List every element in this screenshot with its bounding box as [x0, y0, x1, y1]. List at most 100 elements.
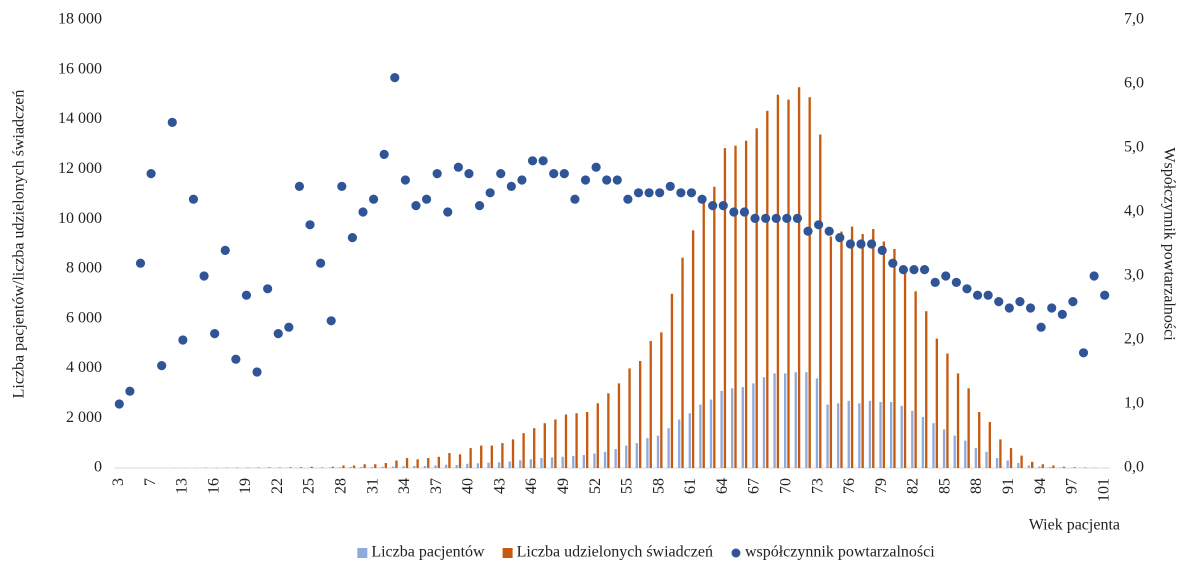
x-tick-label: 43: [491, 478, 508, 494]
bar: [331, 466, 335, 468]
x-tick-label: 16: [205, 478, 222, 494]
bar: [805, 372, 808, 468]
bar: [872, 229, 875, 468]
bar: [1020, 455, 1023, 468]
bar: [299, 467, 303, 468]
bar: [374, 464, 377, 468]
bar: [967, 388, 970, 468]
scatter-point: [792, 213, 803, 223]
bar: [868, 400, 872, 468]
scatter-point: [623, 194, 633, 204]
y2-tick-label: 4,0: [1124, 203, 1144, 220]
bar: [554, 419, 557, 468]
bar: [787, 99, 790, 469]
bar: [1062, 466, 1066, 468]
scatter-point: [676, 188, 686, 198]
scatter-point: [718, 201, 728, 211]
scatter-point: [983, 290, 993, 300]
scatter-point: [655, 188, 665, 198]
scatter-point: [199, 271, 209, 281]
y2-tick-label: 5,0: [1124, 139, 1144, 156]
x-tick-label: 70: [778, 478, 795, 494]
scatter-point: [379, 149, 389, 159]
bar: [731, 388, 734, 468]
bar: [850, 226, 854, 468]
bar: [988, 421, 991, 468]
scatter-point: [538, 156, 548, 166]
bar: [352, 465, 356, 468]
x-tick-label: 61: [682, 478, 699, 494]
x-tick-label: 82: [905, 478, 922, 494]
bar: [826, 404, 829, 468]
x-tick-label: 37: [428, 478, 445, 494]
legend-label: współczynnik powtarzalności: [745, 544, 935, 561]
bar: [596, 403, 599, 468]
x-tick-label: 101: [1095, 478, 1112, 502]
bar: [656, 435, 660, 468]
scatter-point: [188, 194, 199, 204]
y-tick-label: 8 000: [66, 260, 102, 277]
bar: [699, 404, 702, 468]
x-tick-label: 79: [873, 478, 890, 494]
scatter-point: [1004, 303, 1014, 313]
bar: [649, 341, 652, 468]
y-tick-label: 14 000: [58, 110, 102, 127]
bar: [572, 456, 575, 468]
bar: [889, 402, 893, 468]
bar: [688, 413, 691, 468]
x-tick-label: 25: [301, 478, 318, 494]
scatter-point: [1036, 322, 1046, 332]
scatter-point: [559, 169, 569, 179]
bar: [423, 466, 427, 468]
scatter-point: [178, 335, 188, 345]
bar: [586, 412, 589, 468]
scatter-point: [1068, 297, 1078, 307]
scatter-point: [845, 239, 856, 249]
scatter-point: [114, 399, 124, 409]
bar: [476, 463, 480, 468]
y-axis-title: Liczba pacjentów/liczba udzielonych świa…: [11, 90, 28, 399]
bar: [893, 248, 896, 468]
bar: [480, 445, 483, 468]
x-tick-label: 19: [237, 478, 254, 494]
scatter-point: [930, 277, 940, 287]
bar: [914, 291, 917, 468]
y2-tick-label: 1,0: [1124, 395, 1144, 412]
x-tick-label: 34: [396, 478, 413, 494]
scatter-point: [549, 169, 559, 179]
bar: [391, 466, 395, 468]
scatter-point: [941, 271, 951, 281]
x-tick-label: 67: [746, 478, 763, 494]
scatter-point: [739, 207, 750, 217]
bar: [911, 410, 914, 468]
bar: [603, 451, 607, 468]
bar: [628, 368, 631, 468]
bar: [310, 466, 313, 468]
bar: [455, 465, 458, 468]
scatter-point: [591, 162, 601, 172]
scatter-point: [919, 265, 930, 275]
bar: [702, 199, 705, 468]
y2-tick-label: 3,0: [1124, 267, 1144, 284]
bar: [723, 148, 727, 468]
x-tick-label: 52: [587, 478, 604, 494]
scatter-point: [729, 207, 739, 217]
scatter-point: [464, 169, 474, 179]
bar: [448, 453, 451, 468]
x-tick-label: 40: [460, 478, 477, 494]
scatter-point: [506, 181, 516, 191]
y-tick-label: 4 000: [66, 359, 102, 376]
y-tick-label: 18 000: [58, 11, 102, 28]
bar: [646, 438, 649, 468]
scatter-point: [326, 316, 336, 326]
bar: [752, 383, 755, 468]
bar: [766, 110, 769, 468]
bar: [519, 460, 522, 468]
bar: [932, 423, 935, 468]
bar: [974, 448, 978, 468]
legend: Liczba pacjentów Liczba udzielonych świad…: [357, 544, 935, 561]
bar: [533, 428, 536, 468]
bar: [670, 293, 674, 468]
y-tick-label: 6 000: [66, 309, 102, 326]
